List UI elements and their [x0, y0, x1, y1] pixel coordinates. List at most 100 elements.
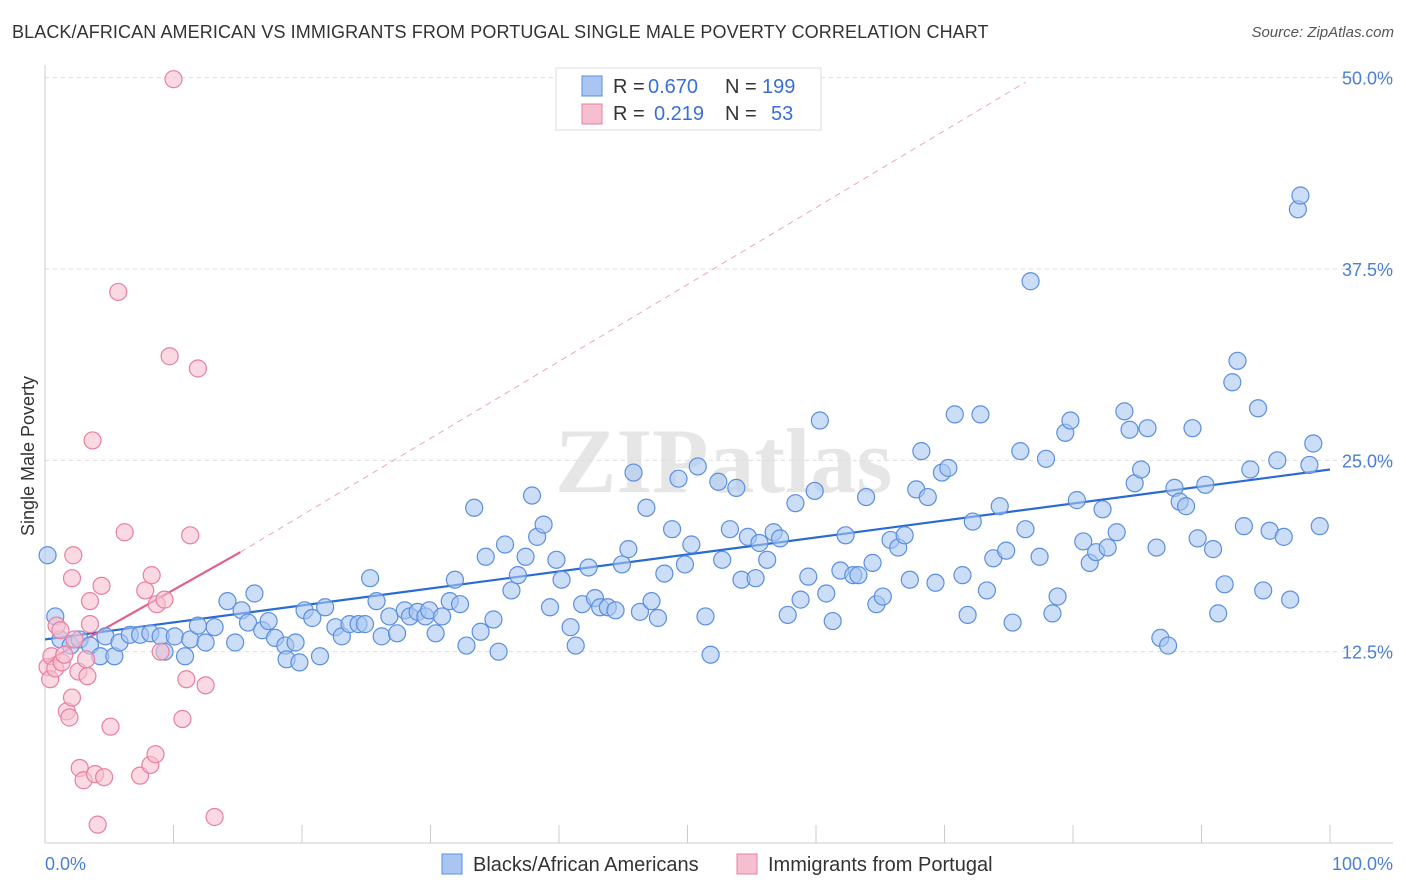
data-point — [1291, 186, 1310, 205]
data-point — [823, 611, 842, 631]
data-point — [918, 487, 937, 507]
data-point — [619, 540, 638, 559]
data-point — [502, 581, 521, 600]
data-point — [1107, 523, 1126, 542]
r-value-blue: 0.670 — [648, 76, 698, 98]
data-point — [1209, 604, 1228, 623]
data-point — [701, 645, 720, 664]
legend-swatch-blue — [581, 75, 603, 97]
data-point — [1016, 520, 1035, 539]
data-point — [88, 815, 107, 834]
data-point — [1120, 420, 1139, 439]
data-point — [1241, 460, 1260, 479]
data-point — [552, 570, 571, 589]
trend-line — [44, 468, 1331, 641]
data-point — [136, 581, 155, 600]
r-label: R = — [613, 76, 645, 98]
data-point — [682, 535, 701, 554]
data-point — [863, 553, 882, 572]
y-axis-title: Single Male Poverty — [18, 376, 38, 536]
data-point — [662, 520, 682, 539]
data-point — [457, 636, 476, 655]
x-tick-label-0: 0.0% — [45, 854, 86, 874]
data-point — [1011, 442, 1030, 461]
data-point — [971, 405, 990, 424]
data-point — [60, 708, 79, 727]
data-point — [912, 442, 931, 461]
y-tick-label: 50.0% — [1342, 69, 1393, 89]
data-point — [80, 592, 100, 611]
data-point — [713, 550, 732, 569]
data-point — [450, 595, 470, 614]
data-point — [1115, 402, 1134, 421]
data-point — [146, 745, 165, 764]
data-point — [1203, 540, 1223, 559]
data-point — [642, 592, 661, 611]
trend-extension — [240, 81, 1026, 553]
data-point — [1132, 460, 1151, 479]
data-point — [1248, 399, 1268, 418]
data-point — [226, 633, 245, 652]
data-point — [372, 627, 391, 646]
r-value-pink: 0.219 — [654, 103, 704, 125]
data-point — [675, 555, 695, 574]
data-point — [750, 533, 769, 553]
data-point — [709, 472, 728, 491]
data-point — [151, 642, 170, 661]
data-point — [566, 636, 585, 655]
data-point — [648, 608, 668, 628]
y-tick-label: 37.5% — [1342, 260, 1393, 280]
data-point — [80, 615, 100, 634]
data-point — [727, 478, 746, 497]
data-point — [62, 688, 82, 707]
data-point — [165, 627, 184, 646]
data-point — [432, 607, 452, 626]
data-point — [926, 573, 945, 592]
data-point — [181, 526, 200, 545]
data-point — [77, 650, 96, 669]
data-point — [245, 584, 264, 603]
legend-swatch-blue — [441, 853, 463, 875]
data-point — [355, 615, 375, 634]
data-point — [78, 667, 97, 686]
data-point — [316, 598, 335, 617]
series-legend: Blacks/African Americans Immigrants from… — [441, 853, 993, 876]
data-point — [101, 717, 120, 736]
data-point — [1183, 419, 1202, 438]
data-point — [669, 469, 688, 488]
data-point — [579, 558, 598, 577]
stats-legend: R = 0.670 N = 199 R = 0.219 N = 53 — [555, 67, 822, 131]
watermark: ZIPatlas — [555, 410, 892, 512]
n-label: N = — [725, 76, 757, 98]
data-point — [778, 605, 797, 625]
data-point — [720, 520, 740, 539]
data-point — [1030, 547, 1049, 566]
data-point — [977, 581, 997, 600]
data-point — [1147, 538, 1166, 557]
data-point — [1268, 451, 1287, 470]
r-label: R = — [613, 103, 645, 125]
data-point — [1223, 373, 1242, 392]
data-point — [1067, 491, 1086, 510]
data-point — [426, 624, 445, 643]
data-point — [817, 584, 836, 603]
data-point — [895, 526, 914, 545]
data-point — [953, 566, 972, 585]
data-point — [1098, 538, 1117, 557]
legend-swatch-pink — [581, 103, 603, 125]
data-point — [1048, 587, 1067, 606]
data-point — [516, 547, 535, 566]
data-point — [534, 515, 553, 534]
data-point — [805, 481, 824, 501]
data-point — [1215, 575, 1234, 594]
data-point — [857, 487, 876, 507]
data-point — [367, 592, 386, 611]
data-point — [1176, 497, 1196, 516]
data-point — [997, 541, 1016, 560]
data-point — [799, 567, 818, 586]
data-point — [770, 529, 790, 548]
data-point — [196, 676, 215, 695]
data-point — [55, 645, 74, 664]
data-point — [155, 590, 174, 609]
